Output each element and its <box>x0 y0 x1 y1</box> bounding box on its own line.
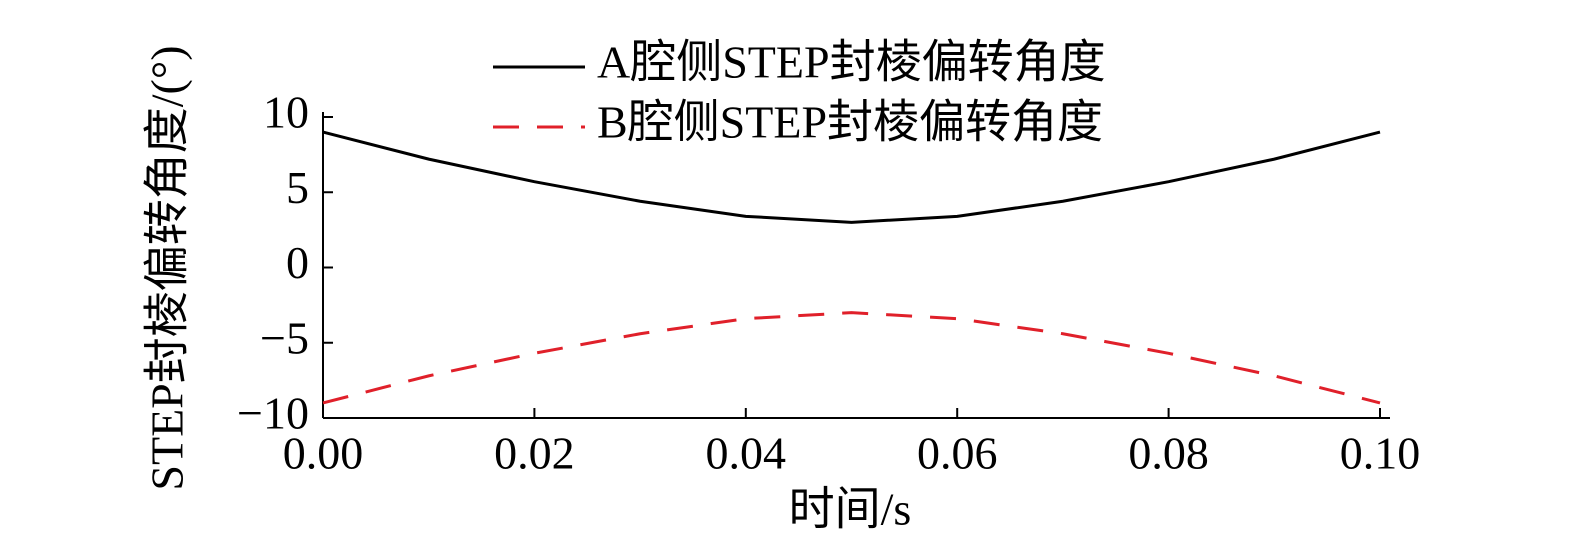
x-axis-label: 时间/s <box>789 484 912 535</box>
x-tick-label: 0.10 <box>1340 428 1421 479</box>
y-tick-label: −5 <box>260 312 309 363</box>
series-line <box>322 130 1381 224</box>
x-tick-label: 0.06 <box>917 428 998 479</box>
legend-label: A腔侧STEP封棱偏转角度 <box>597 37 1106 88</box>
x-tick-label: 0.00 <box>283 428 364 479</box>
y-axis-label: STEP封棱偏转角度/(°) <box>142 45 193 490</box>
x-tick-label: 0.08 <box>1128 428 1209 479</box>
y-tick-label: 0 <box>286 237 309 288</box>
y-tick-label: 5 <box>286 162 309 213</box>
legend-label: B腔侧STEP封棱偏转角度 <box>597 97 1103 148</box>
y-tick-label: −10 <box>237 388 309 439</box>
x-tick-label: 0.02 <box>494 428 575 479</box>
x-tick-label: 0.04 <box>706 428 787 479</box>
series-line <box>322 311 1381 405</box>
y-tick-label: 10 <box>263 87 309 138</box>
